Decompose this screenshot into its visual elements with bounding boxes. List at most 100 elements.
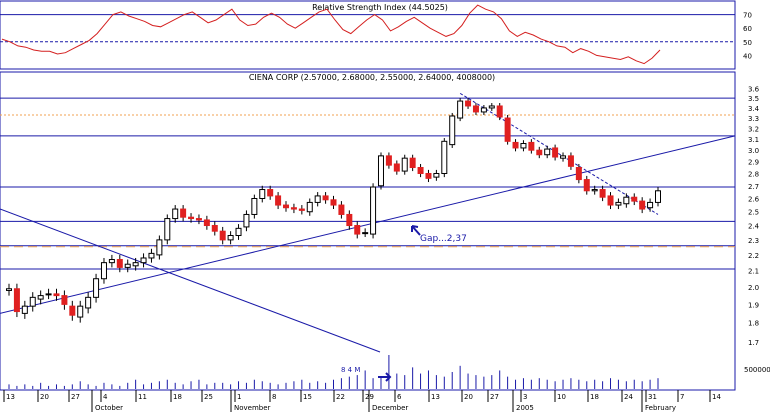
candle-down (354, 225, 361, 235)
candle-down (536, 149, 543, 156)
volume-bar (633, 379, 635, 389)
price-tick-label: 1.8 (748, 320, 759, 328)
x-day-label: 22 (336, 393, 345, 401)
volume-bar (261, 381, 263, 389)
volume-bar (63, 385, 65, 389)
candle-down (631, 196, 638, 202)
volume-bar (364, 370, 366, 389)
volume-bar (40, 382, 42, 389)
candle-down (283, 204, 290, 209)
price-tick-label: 2.9 (748, 159, 759, 167)
volume-tick-label: 500000 (744, 366, 770, 374)
x-day-label: 10 (557, 393, 566, 401)
candle-up (148, 252, 155, 259)
x-day-label: 1 (237, 393, 241, 401)
volume-bar (459, 365, 461, 389)
volume-bar (293, 381, 295, 389)
volume-bar (522, 378, 524, 389)
x-axis: 1320274111825181522296132027310182431714… (0, 389, 735, 412)
rsi-title: Relative Strength Index (44.5025) (312, 3, 448, 12)
candle-up (29, 296, 36, 307)
volume-bar (119, 385, 121, 389)
volume-bar (348, 376, 350, 389)
volume-bar (143, 384, 145, 389)
volume-bar (269, 382, 271, 389)
rsi-line (1, 4, 661, 65)
x-month-label: February (645, 404, 676, 412)
price-tick-label: 3.5 (748, 95, 759, 103)
volume-bar (412, 367, 414, 389)
price-tick-label: 3.3 (748, 115, 759, 123)
price-tick-label: 3.4 (748, 105, 760, 113)
candle-down (575, 167, 582, 181)
price-tick-label: 1.9 (748, 301, 759, 309)
candle-down (393, 163, 400, 172)
volume-bar (649, 379, 651, 389)
candle-down (180, 208, 187, 218)
candle-down (219, 230, 226, 241)
candle-up (235, 227, 242, 237)
volume-bar (285, 382, 287, 389)
volume-bar (388, 355, 390, 389)
candle-up (370, 186, 377, 235)
price-tick-label: 2.0 (748, 284, 759, 292)
candle-up (243, 213, 250, 228)
candle-up (132, 262, 139, 267)
x-month-label: October (95, 404, 123, 412)
volume-bar (277, 384, 279, 389)
candle-up (172, 208, 179, 220)
candle-up (457, 100, 464, 119)
candle-down (567, 155, 574, 167)
volume-bar (79, 381, 81, 389)
volume-bar (435, 375, 437, 389)
volume-bar (71, 384, 73, 389)
volume-arrow (378, 372, 392, 382)
x-day-label: 27 (71, 393, 80, 401)
x-day-label: 13 (431, 393, 440, 401)
volume-bar (483, 376, 485, 389)
downtrend-line (0, 208, 381, 353)
rsi-tick-label: 60 (743, 25, 752, 33)
candle-up (488, 105, 495, 109)
volume-bar (245, 382, 247, 389)
volume-bar (48, 385, 50, 389)
candle-up (124, 263, 131, 268)
volume-bar (166, 379, 168, 389)
candle-up (164, 218, 171, 241)
candle-down (53, 293, 60, 297)
x-month-label: December (372, 404, 408, 412)
candle-up (647, 201, 654, 209)
volume-bar (602, 381, 604, 389)
candle-up (623, 196, 630, 205)
volume-label: 8 4 M (341, 366, 360, 374)
volume-bar (554, 381, 556, 389)
x-month-label: 2005 (516, 404, 534, 412)
x-day-label: 14 (712, 393, 721, 401)
price-tick-label: 2.3 (748, 237, 759, 245)
candle-up (37, 295, 44, 300)
volume-bar (586, 381, 588, 389)
volume-bar (610, 378, 612, 389)
candle-down (116, 259, 123, 268)
candle-down (298, 208, 305, 211)
candle-down (417, 167, 424, 174)
price-tick-label: 2.1 (748, 268, 759, 276)
volume-bar (24, 384, 26, 389)
candle-down (472, 105, 479, 113)
candle-up (6, 288, 12, 291)
gap-arrow (411, 225, 421, 236)
candle-up (306, 201, 313, 213)
volume-bar (594, 379, 596, 389)
candle-down (61, 295, 68, 305)
volume-bar (491, 375, 493, 389)
volume-bar (617, 379, 619, 389)
candle-up (100, 262, 107, 280)
candle-down (322, 195, 329, 201)
candle-up (259, 189, 266, 200)
x-day-label: 20 (464, 393, 473, 401)
uptrend-line (0, 135, 736, 314)
candle-down (552, 147, 559, 158)
x-day-label: 15 (303, 393, 312, 401)
candle-up (591, 189, 598, 192)
